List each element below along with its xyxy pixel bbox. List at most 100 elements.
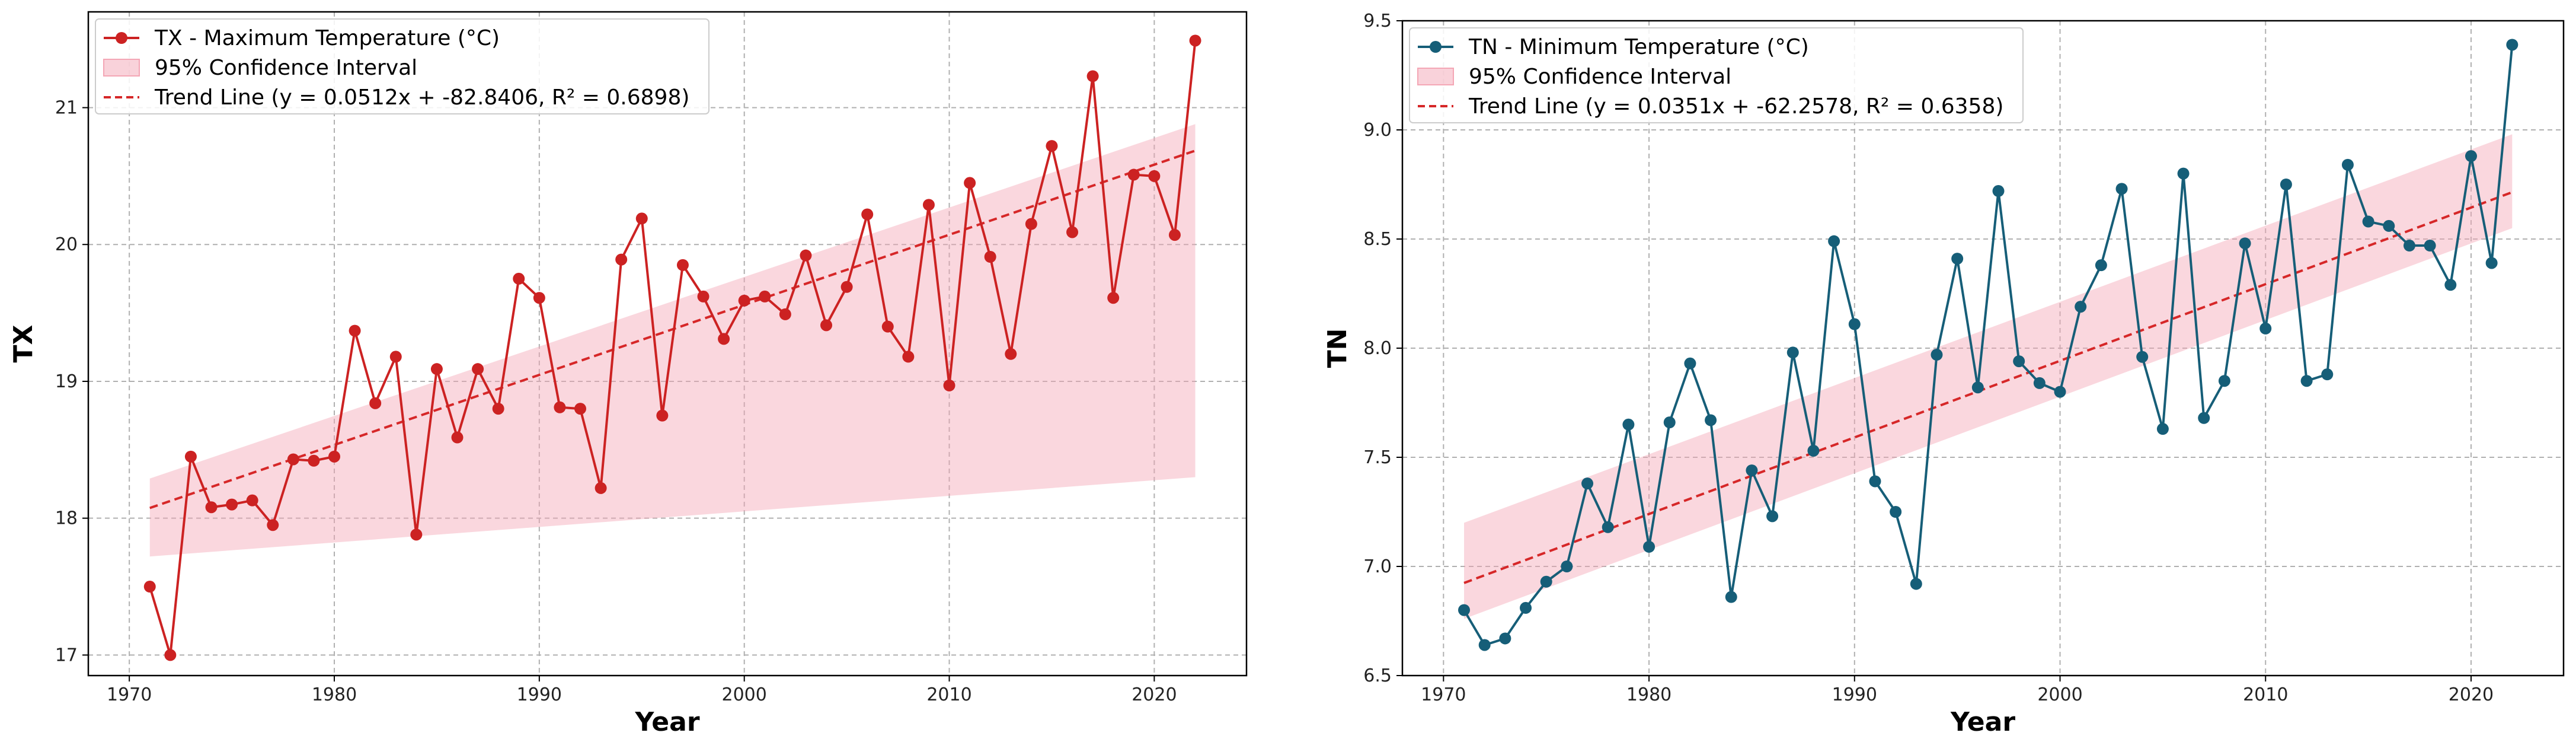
data-point xyxy=(410,528,423,541)
data-point xyxy=(554,401,566,413)
data-point xyxy=(513,272,525,285)
legend: TX - Maximum Temperature (°C) 95% Confide… xyxy=(95,18,709,114)
data-point xyxy=(533,292,545,304)
data-point xyxy=(2424,240,2436,252)
data-point xyxy=(389,351,402,363)
data-point xyxy=(779,308,791,320)
x-tick-label: 1970 xyxy=(107,684,152,705)
x-tick-label: 2020 xyxy=(1132,684,1177,705)
data-point xyxy=(328,450,341,463)
data-point xyxy=(1107,292,1120,304)
data-point xyxy=(1746,464,1758,477)
data-point xyxy=(451,431,464,444)
data-point xyxy=(2095,259,2107,272)
data-point xyxy=(492,403,504,415)
data-point xyxy=(246,494,258,507)
data-point xyxy=(1581,477,1594,490)
legend-ci-label: 95% Confidence Interval xyxy=(155,56,417,80)
data-point xyxy=(2465,150,2477,163)
y-tick-label: 6.5 xyxy=(1363,665,1392,686)
x-tick-label: 1980 xyxy=(1626,684,1671,705)
data-point xyxy=(205,501,218,514)
data-point xyxy=(759,290,771,302)
x-tick-label: 1990 xyxy=(1832,684,1877,705)
data-point xyxy=(1971,381,1984,394)
data-point xyxy=(1458,604,1471,616)
data-point xyxy=(2136,351,2149,363)
plot-frame xyxy=(87,11,1248,677)
data-point xyxy=(964,177,976,189)
data-point xyxy=(2444,279,2457,291)
data-point xyxy=(349,324,361,337)
data-point xyxy=(2156,423,2169,435)
data-point xyxy=(738,294,750,307)
data-point xyxy=(1890,506,1902,518)
legend-series-label: TX - Maximum Temperature (°C) xyxy=(154,26,500,50)
data-point xyxy=(2506,39,2519,51)
data-point xyxy=(2341,158,2354,171)
data-point xyxy=(800,249,812,262)
legend-ci-label: 95% Confidence Interval xyxy=(1469,65,1731,89)
data-point xyxy=(1046,140,1058,152)
data-point xyxy=(1910,578,1922,590)
y-tick-label: 20 xyxy=(55,234,78,255)
chart-panel-2: 1970 1980 1990 2000 2010 2020 6.5 7.0 7.5 8.0 8.5 9… xyxy=(1322,11,2565,737)
x-tick-label: 2020 xyxy=(2449,684,2494,705)
legend: TN - Minimum Temperature (°C) 95% Confide… xyxy=(1409,27,2024,123)
data-point xyxy=(984,250,996,263)
legend-box xyxy=(95,18,709,114)
data-point xyxy=(1622,418,1635,431)
data-point xyxy=(472,363,484,375)
data-point xyxy=(2198,412,2210,424)
data-point xyxy=(1992,185,2005,198)
y-axis-label: TN xyxy=(1322,329,1353,368)
legend-ci-swatch xyxy=(1417,68,1454,85)
x-axis-label: Year xyxy=(634,707,699,737)
data-point xyxy=(1807,444,1820,457)
y-tick-label: 8.0 xyxy=(1363,338,1392,359)
data-point xyxy=(2485,257,2498,269)
data-point xyxy=(143,581,156,593)
data-point xyxy=(1705,414,1717,426)
data-point xyxy=(1148,170,1161,182)
legend-series-marker xyxy=(1430,41,1442,53)
data-point xyxy=(267,519,279,531)
data-point xyxy=(1499,632,1511,645)
y-tick-label: 7.5 xyxy=(1363,447,1392,468)
y-tick-label: 8.5 xyxy=(1363,229,1392,250)
x-tick-label: 2000 xyxy=(722,684,767,705)
data-point xyxy=(1684,357,1696,370)
data-point xyxy=(1168,229,1181,241)
data-point xyxy=(2300,375,2313,387)
legend-series-label: TN - Minimum Temperature (°C) xyxy=(1468,35,1809,59)
data-point xyxy=(1189,34,1201,47)
confidence-band xyxy=(1464,134,2513,619)
data-point xyxy=(595,482,607,494)
y-tick-label: 9.5 xyxy=(1363,11,1392,31)
data-point xyxy=(2321,368,2334,381)
data-point xyxy=(820,319,833,332)
y-tick-label: 19 xyxy=(55,371,78,392)
data-point xyxy=(2259,322,2272,335)
data-point xyxy=(1848,318,1861,330)
data-point xyxy=(2280,179,2292,190)
x-tick-label: 2010 xyxy=(926,684,971,705)
data-point xyxy=(164,649,177,661)
data-point xyxy=(697,290,709,302)
data-point xyxy=(1127,168,1140,181)
data-point xyxy=(1663,416,1676,429)
data-point xyxy=(2075,301,2087,313)
legend-series-marker xyxy=(116,32,127,44)
data-point xyxy=(369,397,382,409)
data-point xyxy=(1766,510,1779,523)
data-point xyxy=(1643,540,1655,553)
legend-ci-swatch xyxy=(103,59,140,77)
data-point xyxy=(1951,253,1964,265)
y-tick-label: 18 xyxy=(55,508,78,529)
data-point xyxy=(2033,377,2046,389)
x-tick-label: 2000 xyxy=(2037,684,2082,705)
legend-trend-label: Trend Line (y = 0.0512x + -82.8406, R² =… xyxy=(154,85,689,110)
data-point xyxy=(287,453,299,466)
data-point xyxy=(2115,183,2128,195)
